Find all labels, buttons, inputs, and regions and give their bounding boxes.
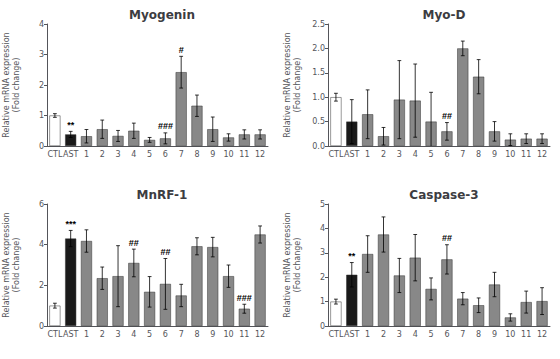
svg-text:0.5: 0.5 <box>312 117 325 126</box>
svg-text:AST: AST <box>63 150 79 159</box>
svg-text:Caspase-3: Caspase-3 <box>409 188 478 202</box>
svg-text:9: 9 <box>210 330 215 339</box>
svg-text:3: 3 <box>397 150 402 159</box>
svg-text:6: 6 <box>163 330 168 339</box>
svg-text:##: ## <box>160 247 170 257</box>
svg-text:3: 3 <box>115 150 120 159</box>
svg-text:4: 4 <box>39 20 44 29</box>
svg-text:0: 0 <box>320 322 325 331</box>
svg-text:12: 12 <box>537 150 547 159</box>
svg-text:10: 10 <box>223 330 233 339</box>
svg-text:**: ** <box>348 251 356 261</box>
svg-text:AST: AST <box>344 330 360 339</box>
svg-text:11: 11 <box>239 330 249 339</box>
svg-text:5: 5 <box>320 200 325 209</box>
svg-text:4: 4 <box>413 330 418 339</box>
svg-text:(Fold change): (Fold change) <box>293 58 302 113</box>
svg-text:(Fold change): (Fold change) <box>12 58 21 113</box>
svg-text:1: 1 <box>320 297 325 306</box>
svg-text:2: 2 <box>381 150 386 159</box>
svg-text:7: 7 <box>179 330 184 339</box>
svg-text:3: 3 <box>115 330 120 339</box>
svg-text:CTL: CTL <box>47 150 62 159</box>
svg-text:CTL: CTL <box>328 330 343 339</box>
svg-text:10: 10 <box>505 150 515 159</box>
svg-text:(Fold change): (Fold change) <box>12 238 21 293</box>
svg-text:Relative mRNA expression: Relative mRNA expression <box>2 32 11 137</box>
svg-text:***: *** <box>65 219 76 229</box>
svg-text:##: ## <box>442 111 452 121</box>
svg-text:Relative mRNA expression: Relative mRNA expression <box>2 212 11 317</box>
svg-text:0: 0 <box>39 322 44 331</box>
svg-text:6: 6 <box>444 330 449 339</box>
svg-text:2.0: 2.0 <box>312 44 325 53</box>
svg-text:12: 12 <box>255 150 265 159</box>
svg-text:10: 10 <box>223 150 233 159</box>
svg-text:8: 8 <box>476 330 481 339</box>
svg-text:8: 8 <box>194 150 199 159</box>
svg-text:12: 12 <box>255 330 265 339</box>
svg-text:5: 5 <box>429 330 434 339</box>
svg-text:4: 4 <box>413 150 418 159</box>
svg-text:10: 10 <box>505 330 515 339</box>
svg-text:3: 3 <box>320 248 325 257</box>
svg-text:AST: AST <box>63 330 79 339</box>
svg-text:##: ## <box>442 233 452 243</box>
svg-text:AST: AST <box>344 150 360 159</box>
svg-text:7: 7 <box>179 150 184 159</box>
svg-text:7: 7 <box>460 150 465 159</box>
svg-text:Relative mRNA expression: Relative mRNA expression <box>283 32 292 137</box>
svg-text:2: 2 <box>39 281 44 290</box>
svg-text:11: 11 <box>239 150 249 159</box>
svg-text:4: 4 <box>39 240 44 249</box>
svg-text:MnRF-1: MnRF-1 <box>137 188 188 202</box>
svg-text:2: 2 <box>381 330 386 339</box>
svg-text:2: 2 <box>320 273 325 282</box>
svg-text:2: 2 <box>39 81 44 90</box>
svg-text:0.0: 0.0 <box>312 142 325 151</box>
svg-text:6: 6 <box>444 150 449 159</box>
svg-text:1: 1 <box>84 330 89 339</box>
svg-text:###: ### <box>158 121 173 131</box>
svg-text:2: 2 <box>100 330 105 339</box>
svg-text:1.5: 1.5 <box>312 68 325 77</box>
svg-text:1.0: 1.0 <box>312 93 325 102</box>
svg-text:6: 6 <box>39 200 44 209</box>
svg-text:9: 9 <box>210 150 215 159</box>
svg-text:1: 1 <box>84 150 89 159</box>
svg-text:5: 5 <box>147 150 152 159</box>
svg-text:###: ### <box>237 293 252 303</box>
svg-text:1: 1 <box>365 330 370 339</box>
svg-text:Myogenin: Myogenin <box>129 8 195 22</box>
svg-text:4: 4 <box>320 224 325 233</box>
svg-text:9: 9 <box>492 150 497 159</box>
svg-text:8: 8 <box>476 150 481 159</box>
svg-text:Relative mRNA expression: Relative mRNA expression <box>283 212 292 317</box>
svg-text:CTL: CTL <box>47 330 62 339</box>
svg-text:2.5: 2.5 <box>312 20 325 29</box>
svg-text:12: 12 <box>537 330 547 339</box>
svg-text:5: 5 <box>429 150 434 159</box>
svg-text:**: ** <box>67 120 75 130</box>
svg-text:#: # <box>179 45 184 55</box>
svg-text:5: 5 <box>147 330 152 339</box>
svg-text:##: ## <box>129 238 139 248</box>
svg-text:CTL: CTL <box>328 150 343 159</box>
svg-text:11: 11 <box>521 150 531 159</box>
svg-text:11: 11 <box>521 330 531 339</box>
svg-text:9: 9 <box>492 330 497 339</box>
svg-text:8: 8 <box>194 330 199 339</box>
svg-text:1: 1 <box>365 150 370 159</box>
svg-text:6: 6 <box>163 150 168 159</box>
svg-text:3: 3 <box>397 330 402 339</box>
svg-text:7: 7 <box>460 330 465 339</box>
svg-text:Myo-D: Myo-D <box>423 8 466 22</box>
svg-text:0: 0 <box>39 142 44 151</box>
svg-text:4: 4 <box>131 330 136 339</box>
svg-text:4: 4 <box>131 150 136 159</box>
svg-text:(Fold change): (Fold change) <box>293 238 302 293</box>
svg-text:2: 2 <box>100 150 105 159</box>
svg-text:1: 1 <box>39 111 44 120</box>
svg-text:3: 3 <box>39 50 44 59</box>
